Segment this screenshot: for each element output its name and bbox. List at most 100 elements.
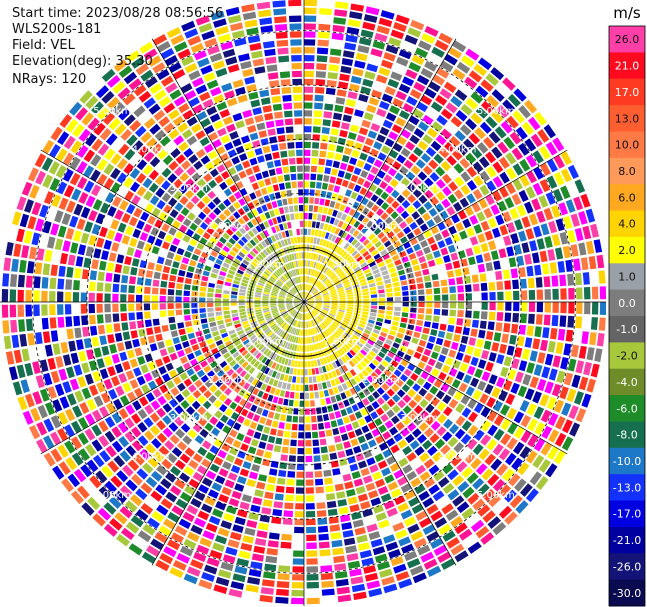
range-gate [315,299,322,301]
range-gate [92,491,106,505]
range-gate [598,317,606,331]
range-gate [317,47,329,55]
range-gate [458,343,467,353]
range-gate [428,464,440,476]
range-gate [57,291,64,302]
range-gate [242,259,250,266]
range-gate [344,172,352,180]
range-gate [410,237,418,246]
range-gate [370,48,383,58]
range-gate [376,108,387,118]
range-gate [402,307,409,312]
range-gate [398,49,412,60]
range-gate [264,401,271,410]
range-gate [154,89,167,101]
range-gate [350,3,365,12]
range-gate [289,308,295,313]
range-gate [180,423,191,433]
range-gate [400,483,412,493]
range-gate [304,94,313,101]
range-gate [406,378,415,387]
range-gate [241,361,249,369]
range-gate [236,415,245,424]
range-gate [467,425,479,436]
range-gate [223,198,232,207]
range-gate [222,48,236,58]
range-gate [446,206,456,216]
range-gate [305,440,312,447]
range-gate [282,312,288,318]
range-gate [462,238,471,248]
range-gate [328,327,334,333]
range-gate [173,178,183,189]
range-gate [284,283,290,289]
range-gate [161,180,171,191]
range-gate [456,318,464,326]
range-gate [192,453,203,463]
range-gate [107,96,120,110]
range-gate [279,71,291,79]
range-gate [528,213,539,226]
range-gate [254,307,262,310]
range-gate [511,147,523,161]
range-gate [310,236,314,244]
range-gate [322,292,329,296]
range-gate [336,145,344,153]
range-gate [307,236,311,243]
range-gate [293,550,304,557]
range-gate [27,333,35,346]
range-gate [320,264,325,271]
colorbar-swatch [609,500,645,528]
range-gate [204,37,218,48]
range-gate [222,232,230,240]
range-gate [328,388,334,396]
range-gate [516,204,527,217]
range-gate [299,260,302,267]
range-gate [215,576,230,587]
range-gate [192,423,203,433]
range-gate [88,235,97,246]
range-gate [23,230,33,244]
range-gate [75,256,84,267]
range-gate [263,289,271,293]
range-gate [50,415,62,429]
range-gate [62,152,75,166]
range-gate [466,193,476,204]
range-gate [121,275,129,284]
range-gate [329,452,338,460]
range-gate [333,185,341,193]
range-gate [297,173,303,180]
range-gate [280,290,287,294]
range-gate [397,502,409,513]
range-gate [411,337,419,345]
range-gate [360,262,368,268]
range-gate [477,483,490,496]
start-time-label: Start time: 2023/08/28 08:56:56 [12,6,224,21]
range-gate [226,368,235,377]
range-gate [331,120,341,128]
range-gate [413,243,421,252]
range-gate [466,345,474,355]
range-gate [349,349,356,356]
range-gate [293,269,297,276]
range-gate [341,522,353,530]
range-gate [99,406,110,418]
range-gate [338,293,346,297]
range-gate [361,369,369,377]
range-gate [78,191,89,204]
range-gate [237,208,246,216]
range-gate [425,308,433,315]
range-gate [406,348,415,356]
range-gate [93,122,106,136]
range-gate [285,214,291,221]
range-gate [585,208,596,223]
range-gate [342,114,352,123]
range-gate [431,408,441,419]
range-gate [307,360,311,368]
range-gate [356,363,364,371]
range-gate [240,336,248,342]
range-gate [402,416,412,426]
range-gate [356,159,365,168]
range-gate [186,244,195,253]
range-gate [10,319,18,333]
